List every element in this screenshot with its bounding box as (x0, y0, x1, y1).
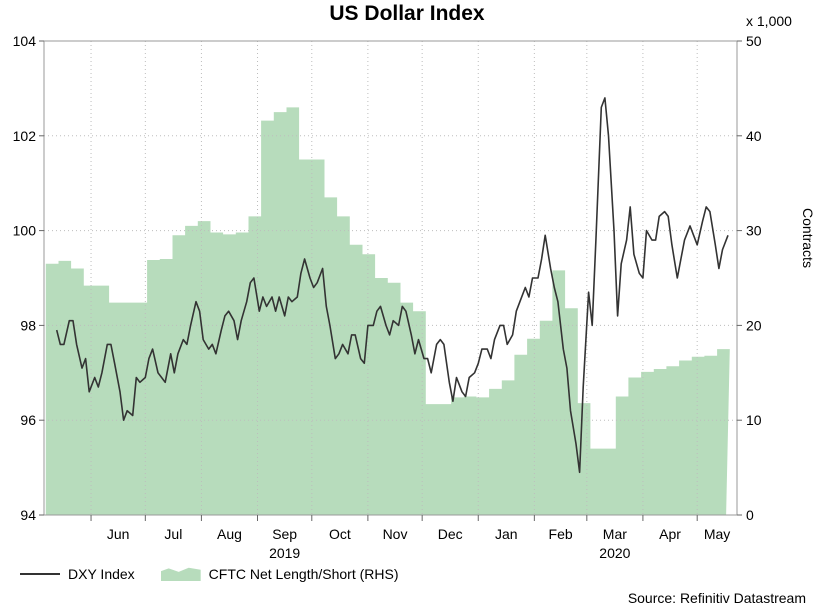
right-axis-tick-label: 50 (746, 33, 762, 49)
cftc-area-series (45, 107, 730, 516)
legend-item-dxy: DXY Index (20, 566, 135, 582)
legend-item-cftc: CFTC Net Length/Short (RHS) (160, 566, 399, 582)
x-axis-month-label: Nov (383, 526, 408, 542)
left-axis-tick-label: 100 (13, 223, 37, 239)
x-axis-month-label: Aug (217, 526, 242, 542)
x-axis-month-label: Jul (164, 526, 182, 542)
left-axis-tick-label: 98 (20, 317, 36, 333)
right-axis-tick-label: 10 (746, 412, 762, 428)
x-axis-month-label: Mar (603, 526, 627, 542)
source-note: Source: Refinitiv Datastream (627, 590, 806, 606)
right-axis-tick-label: 40 (746, 128, 762, 144)
right-axis-multiplier: x 1,000 (746, 13, 792, 29)
chart-legend: DXY Index CFTC Net Length/Short (RHS) (20, 566, 425, 582)
legend-label-cftc: CFTC Net Length/Short (RHS) (208, 566, 399, 582)
left-axis-tick-label: 94 (20, 507, 36, 523)
x-axis-month-label: Sep (272, 526, 297, 542)
x-axis-month-label: Oct (329, 526, 351, 542)
legend-line-swatch (20, 573, 60, 575)
x-axis-month-label: Dec (438, 526, 463, 542)
legend-label-dxy: DXY Index (68, 566, 135, 582)
left-axis-tick-label: 102 (13, 128, 37, 144)
chart-title: US Dollar Index (329, 2, 485, 25)
plot-frame (43, 40, 738, 516)
x-axis-month-label: Feb (549, 526, 573, 542)
right-axis-tick-label: 0 (746, 507, 754, 523)
dxy-line-series (55, 97, 729, 474)
x-axis-month-label: May (704, 526, 730, 542)
right-axis-title: Contracts (800, 208, 814, 268)
right-axis-tick-label: 30 (746, 223, 762, 239)
legend-area-swatch (160, 567, 201, 581)
x-axis-year-label: 2019 (269, 545, 300, 561)
left-axis-tick-label: 104 (13, 33, 37, 49)
left-axis-tick-label: 96 (20, 412, 36, 428)
x-axis-year-label: 2020 (599, 545, 630, 561)
x-axis-month-label: Jun (107, 526, 130, 542)
x-axis-month-label: Apr (659, 526, 681, 542)
x-axis-month-label: Jan (495, 526, 518, 542)
right-axis-tick-label: 20 (746, 317, 762, 333)
